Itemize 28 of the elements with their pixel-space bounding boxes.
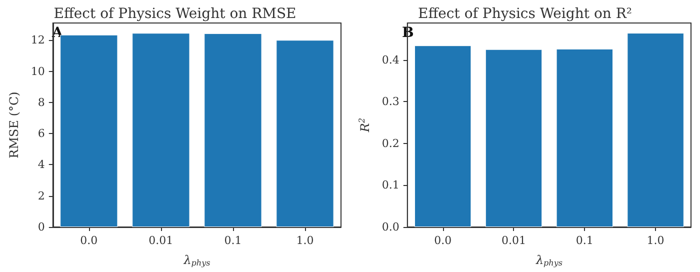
y-tick-label: 8 xyxy=(38,96,45,109)
x-tick-label: 0.01 xyxy=(148,234,174,247)
y-tick-label: 6 xyxy=(38,127,45,140)
x-tick-label: 0.01 xyxy=(501,234,526,247)
y-tick-label: 10 xyxy=(30,64,45,78)
x-tick-label: 0.1 xyxy=(576,234,594,247)
x-tick-label: 1.0 xyxy=(296,234,314,247)
x-tick-label: 0.0 xyxy=(434,234,452,247)
y-tick-label: 12 xyxy=(30,34,45,47)
bar xyxy=(556,48,614,227)
y-tick-label: 0.4 xyxy=(382,53,400,66)
x-tick-label: 0.0 xyxy=(80,234,98,247)
bar xyxy=(485,49,542,227)
y-tick-label: 2 xyxy=(38,189,45,202)
chart-title: Effect of Physics Weight on R² xyxy=(418,6,632,22)
y-tick-label: 0.0 xyxy=(382,220,400,234)
y-tick-label: 4 xyxy=(38,158,45,172)
y-axis-title: RMSE (°C) xyxy=(7,92,21,158)
bar xyxy=(627,33,684,227)
y-tick-label: 0 xyxy=(38,220,45,234)
x-tick-label: 1.0 xyxy=(646,234,664,247)
bar xyxy=(414,46,472,227)
y-tick-label: 0.2 xyxy=(382,136,400,150)
y-axis-title: R2 xyxy=(358,118,372,134)
chart-title: Effect of Physics Weight on RMSE xyxy=(54,6,296,22)
y-tick-label: 0.1 xyxy=(382,178,400,192)
y-tick-label: 0.3 xyxy=(382,95,400,108)
x-tick-label: 0.1 xyxy=(224,234,242,247)
